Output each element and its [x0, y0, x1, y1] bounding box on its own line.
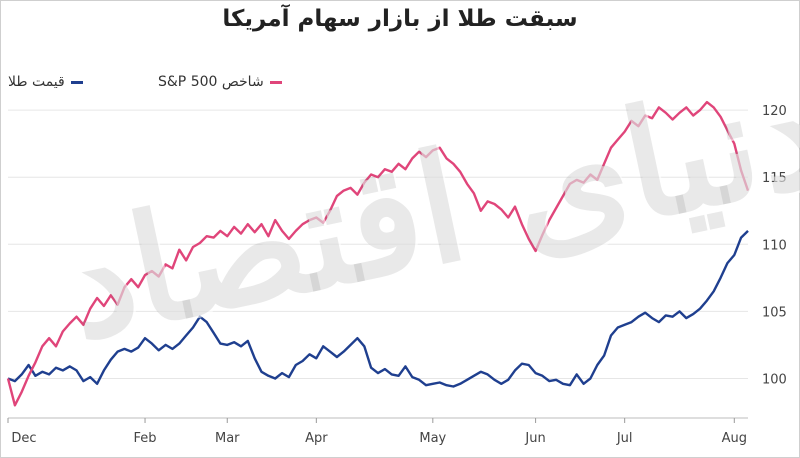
x-tick-label: Mar — [215, 431, 240, 446]
x-tick-label: Feb — [134, 431, 157, 446]
y-tick-label: 110 — [762, 238, 787, 253]
x-tick-label: Jul — [616, 431, 633, 446]
legend-label-sp500: شاخص S&P 500 — [158, 74, 264, 90]
x-tick-label: Apr — [305, 431, 328, 446]
series-line-sp500 — [6, 100, 750, 407]
series-lines — [6, 100, 750, 407]
y-tick-label: 105 — [762, 305, 787, 320]
legend-label-gold: قیمت طلا — [8, 74, 65, 90]
y-tick-label: 115 — [762, 171, 787, 186]
legend-swatch-gold — [70, 80, 83, 84]
x-tick-label: Jun — [524, 431, 545, 446]
y-tick-label: 100 — [762, 372, 787, 387]
x-axis: Dec Feb Mar Apr May Jun Jul Aug — [7, 417, 748, 446]
chart-title: سبقت طلا از بازار سهام آمریکا — [222, 6, 578, 32]
legend-item-gold: قیمت طلا — [8, 74, 83, 90]
x-tick-label: Aug — [722, 431, 747, 446]
x-tick-label: May — [419, 431, 446, 446]
x-tick-label: Dec — [11, 431, 36, 446]
series-line-gold — [7, 230, 749, 388]
y-axis: 100 105 110 115 120 — [762, 104, 787, 387]
legend-item-sp500: شاخص S&P 500 — [158, 74, 282, 90]
legend-swatch-sp500 — [269, 80, 282, 84]
gridlines — [8, 109, 748, 379]
y-tick-label: 120 — [762, 104, 787, 119]
